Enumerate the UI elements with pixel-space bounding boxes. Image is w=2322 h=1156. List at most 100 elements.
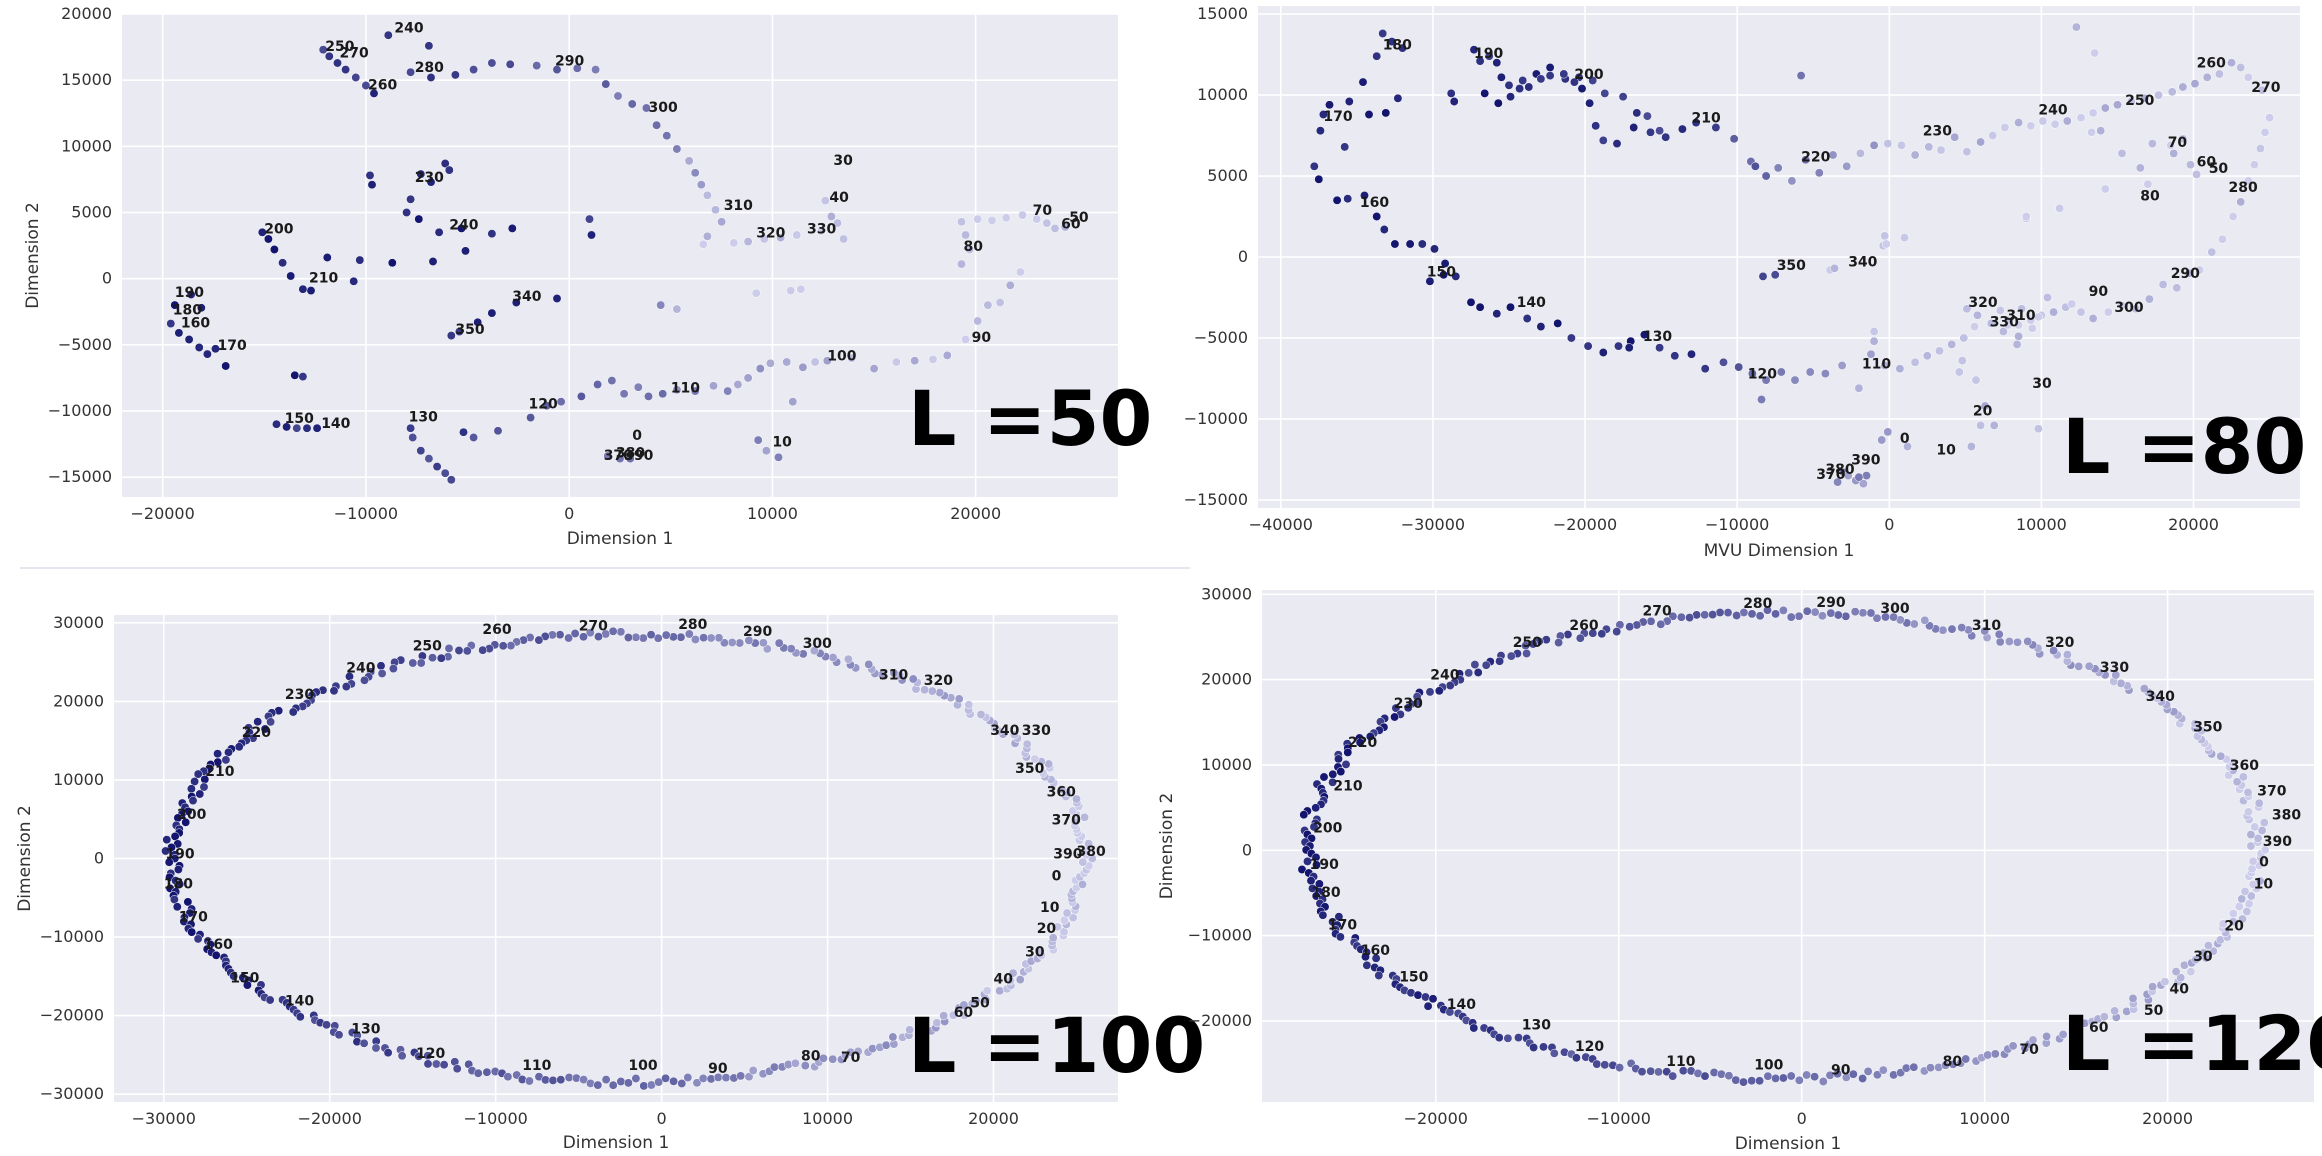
x-tick-label: −20000	[1553, 515, 1617, 534]
data-point	[1897, 140, 1906, 150]
data-point	[376, 661, 386, 671]
data-point	[2116, 678, 2126, 688]
point-annotation: 260	[368, 77, 397, 93]
data-point	[454, 327, 464, 337]
point-annotation: 320	[756, 226, 785, 242]
data-point	[1833, 1069, 1842, 1079]
data-point	[1306, 876, 1316, 886]
data-point	[1989, 420, 1999, 430]
data-point	[1883, 427, 1893, 437]
data-point	[2253, 833, 2263, 843]
data-point	[1794, 611, 1804, 621]
data-point	[1716, 1069, 1726, 1079]
data-point	[677, 1079, 687, 1088]
data-point	[2227, 58, 2236, 68]
data-point	[1700, 364, 1710, 374]
data-point	[416, 169, 426, 179]
data-point	[2000, 123, 2010, 132]
point-annotation: 190	[165, 847, 194, 863]
data-point	[723, 386, 733, 396]
data-point	[810, 357, 820, 367]
data-point	[469, 65, 479, 75]
data-point	[1515, 84, 1525, 94]
data-point	[1926, 1063, 1935, 1073]
point-annotation: 200	[177, 807, 206, 823]
y-tick-label: 20000	[1201, 670, 1252, 689]
data-point	[2143, 179, 2153, 189]
data-point	[736, 1071, 746, 1081]
data-point	[1034, 946, 1044, 956]
point-annotation: 160	[1360, 195, 1389, 211]
data-point	[2033, 312, 2043, 322]
x-tick-label: −30000	[132, 1109, 196, 1128]
data-point	[2169, 148, 2179, 158]
data-point	[1909, 619, 1919, 629]
data-point	[2154, 90, 2163, 100]
point-annotation: 40	[829, 190, 849, 206]
data-point	[498, 641, 508, 651]
data-point	[2176, 973, 2186, 983]
y-tick-label: 0	[1238, 247, 1248, 266]
data-point	[2003, 315, 2013, 325]
data-point	[1709, 1068, 1719, 1077]
data-point	[1514, 1033, 1523, 1043]
data-point	[889, 668, 899, 678]
data-point	[526, 413, 536, 423]
data-point	[2103, 307, 2113, 317]
data-point	[195, 789, 205, 799]
data-point	[908, 674, 918, 684]
data-point	[462, 646, 472, 656]
data-point	[1778, 605, 1788, 615]
scatter-panel-l100: −30000 −20000 −10000 0 10000 20000−30000−2000…	[15, 613, 1205, 1153]
data-point	[633, 382, 643, 392]
point-annotation: 270	[340, 46, 369, 62]
data-point	[822, 356, 832, 366]
point-annotation: 210	[1692, 111, 1721, 127]
data-point	[1973, 310, 1982, 320]
data-point	[1496, 72, 1506, 82]
data-point	[1983, 1050, 1993, 1060]
data-point	[1661, 132, 1671, 142]
data-point	[1654, 1067, 1663, 1077]
data-point	[290, 370, 300, 380]
data-point	[709, 381, 718, 391]
data-point	[387, 258, 397, 268]
data-point	[1778, 1073, 1788, 1083]
data-point	[869, 364, 879, 374]
data-point	[2076, 307, 2086, 317]
point-annotation: 390	[1053, 847, 1082, 863]
data-point	[369, 88, 379, 98]
data-point	[1522, 649, 1532, 658]
data-point	[2244, 807, 2253, 817]
data-point	[1303, 856, 1312, 866]
point-annotation: 320	[924, 673, 953, 689]
point-annotation: 340	[1848, 255, 1877, 271]
data-point	[1495, 656, 1505, 666]
y-tick-label: −5000	[1194, 328, 1248, 347]
data-point	[788, 397, 798, 407]
data-point	[1826, 608, 1836, 618]
data-point	[1850, 607, 1860, 617]
data-point	[2117, 148, 2127, 158]
data-point	[1536, 322, 1546, 332]
data-point	[446, 475, 456, 485]
data-point	[662, 131, 672, 141]
data-point	[2055, 203, 2065, 213]
data-point	[450, 70, 460, 80]
data-point	[552, 294, 562, 303]
y-tick-label: −10000	[48, 401, 112, 420]
data-point	[853, 1046, 863, 1056]
data-point	[755, 364, 765, 374]
data-point	[2028, 1035, 2038, 1045]
point-annotation: 60	[954, 1005, 974, 1021]
data-point	[1976, 420, 1986, 430]
data-point	[181, 817, 191, 827]
data-point	[699, 633, 709, 643]
data-point	[959, 1010, 969, 1020]
data-point	[298, 372, 308, 382]
data-point	[1539, 1042, 1548, 1052]
data-point	[982, 986, 992, 996]
data-point	[507, 223, 517, 233]
data-point	[1909, 1062, 1919, 1072]
data-point	[774, 452, 783, 462]
